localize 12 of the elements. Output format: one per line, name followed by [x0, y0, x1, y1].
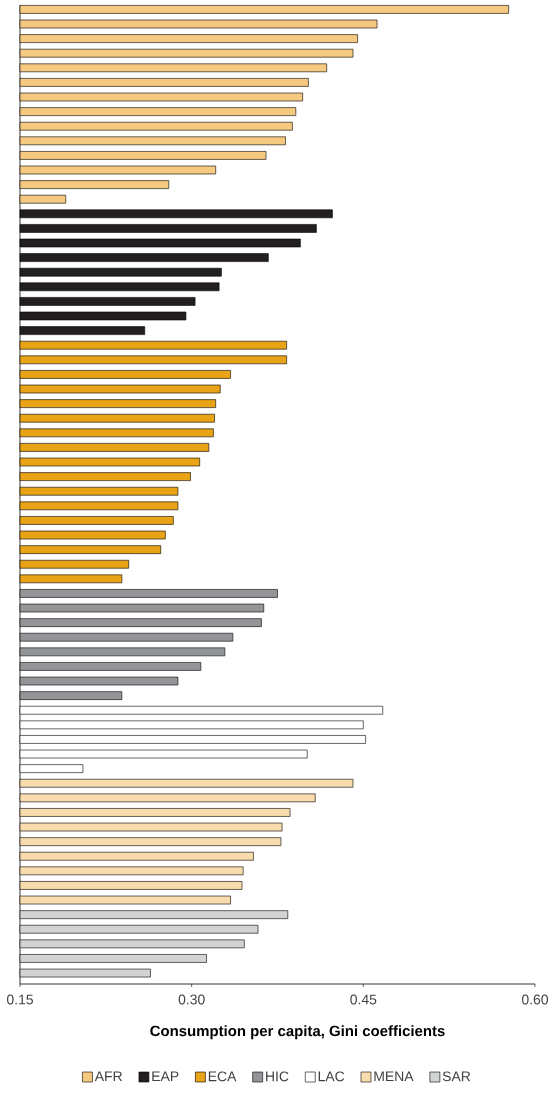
x-axis-title: Consumption per capita, Gini coefficients — [150, 1025, 445, 1040]
legend-label: SAR — [442, 1071, 471, 1082]
legend-label: ECA — [208, 1071, 237, 1082]
x-tick-label: 0.45 — [350, 994, 377, 1005]
legend-label: MENA — [374, 1071, 414, 1082]
legend-label: AFR — [94, 1071, 123, 1082]
x-tick-label: 0.30 — [178, 994, 205, 1005]
x-tick-label: 0.15 — [7, 994, 34, 1005]
legend-label: EAP — [152, 1071, 179, 1082]
x-tick-label: 0.60 — [522, 994, 549, 1005]
legend-label: HIC — [266, 1071, 289, 1082]
legend-label: LAC — [318, 1071, 345, 1082]
